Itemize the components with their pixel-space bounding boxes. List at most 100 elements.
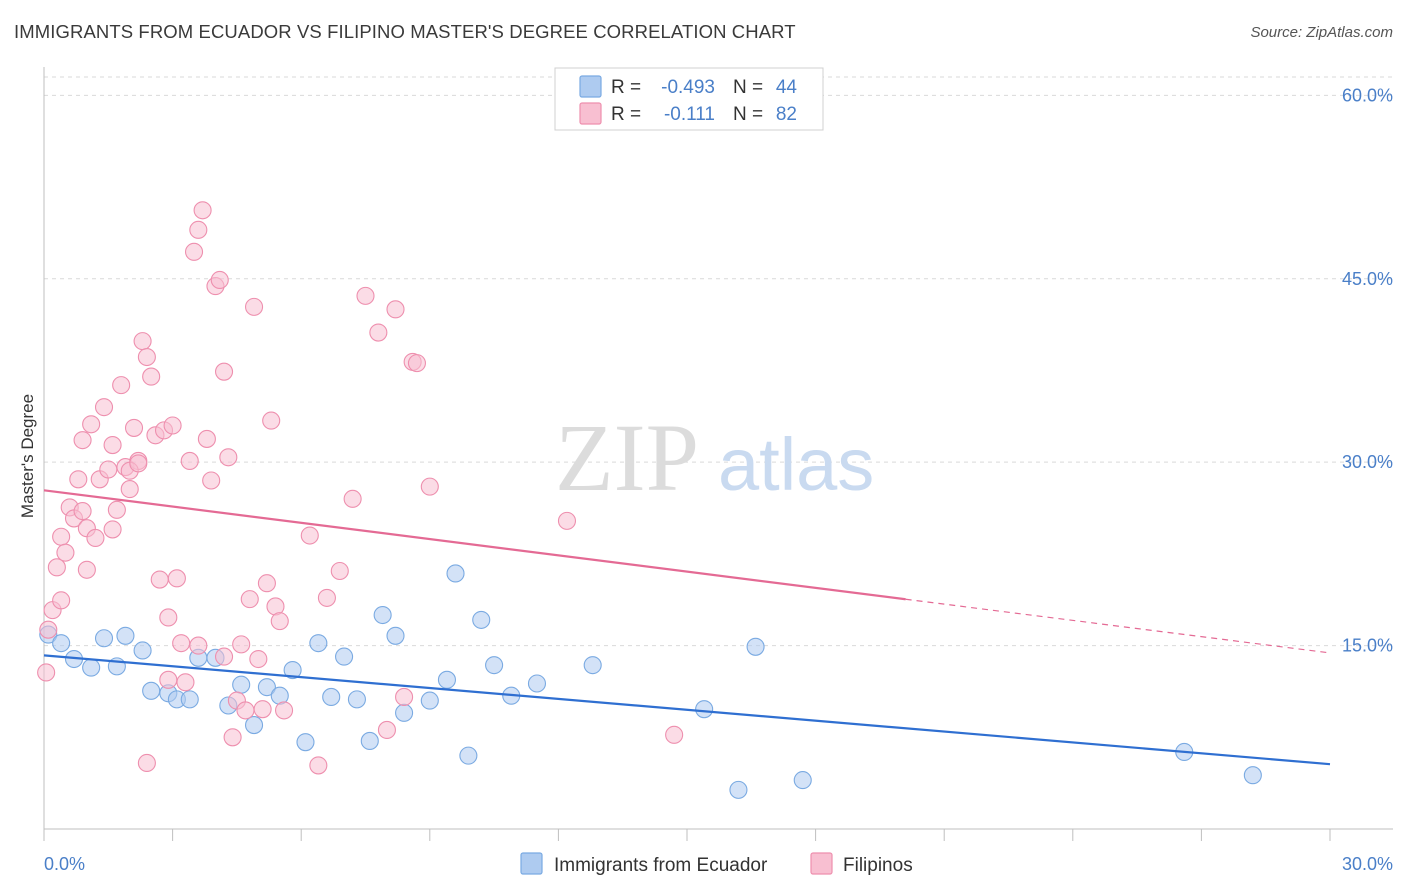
point-filipino <box>69 470 88 489</box>
point-filipino <box>210 270 229 290</box>
legend-swatch-ecuador <box>579 75 602 98</box>
point-filipino <box>159 608 178 627</box>
point-ecuador <box>244 716 264 735</box>
point-filipino <box>129 454 148 473</box>
tick-labels: 15.0% 30.0% 45.0% 60.0% 0.0% 30.0% <box>44 85 1393 874</box>
point-filipino <box>184 242 204 261</box>
point-filipino <box>557 511 577 530</box>
point-filipino <box>236 701 255 720</box>
point-filipino <box>369 323 388 342</box>
legend-bottom-label-filipino: Filipinos <box>843 855 913 876</box>
point-filipino <box>330 561 349 581</box>
point-filipino <box>120 480 139 499</box>
legend-bottom: Immigrants from Ecuador Filipinos <box>520 852 913 876</box>
watermark-zip: ZIP <box>555 404 699 511</box>
point-filipino <box>99 460 118 479</box>
point-ecuador <box>1243 766 1262 785</box>
point-filipino <box>407 354 426 373</box>
point-filipino <box>317 588 336 607</box>
point-filipino <box>142 367 161 386</box>
point-filipino <box>137 753 156 773</box>
point-filipino <box>103 436 122 455</box>
chart-source: Source: ZipAtlas.com <box>1250 24 1393 41</box>
point-filipino <box>275 701 294 720</box>
point-ecuador <box>485 656 504 675</box>
legend-r-value-filipino: -0.111 <box>664 104 715 125</box>
legend-n-label-filipino: N = <box>733 104 763 125</box>
point-filipino <box>214 362 234 381</box>
series-filipino-points <box>37 201 684 775</box>
legend-n-value-ecuador: 44 <box>776 77 798 98</box>
point-filipino <box>343 489 362 508</box>
point-filipino <box>197 429 216 448</box>
y-tick-label: 60.0% <box>1342 85 1393 105</box>
point-ecuador <box>142 681 161 700</box>
point-ecuador <box>347 690 366 709</box>
legend-r-label-filipino: R = <box>611 104 641 125</box>
point-filipino <box>356 286 375 305</box>
point-filipino <box>665 725 684 744</box>
point-filipino <box>232 635 251 654</box>
point-filipino <box>219 448 238 467</box>
point-ecuador <box>309 634 328 653</box>
trend-lines <box>43 489 1331 766</box>
point-filipino <box>73 502 92 521</box>
point-filipino <box>253 700 272 719</box>
point-ecuador <box>82 658 101 677</box>
point-filipino <box>377 720 396 740</box>
point-filipino <box>56 543 75 562</box>
point-filipino <box>77 560 96 579</box>
point-ecuador <box>232 675 251 694</box>
legend-bottom-swatch-ecuador <box>520 852 543 875</box>
point-filipino <box>167 569 186 588</box>
point-filipino <box>176 673 195 692</box>
point-filipino <box>172 634 191 653</box>
series-ecuador-points <box>39 564 1262 799</box>
point-filipino <box>39 620 58 639</box>
point-ecuador <box>322 687 341 706</box>
point-filipino <box>52 591 71 610</box>
point-ecuador <box>583 656 602 675</box>
point-ecuador <box>395 703 414 722</box>
point-ecuador <box>335 647 354 666</box>
point-ecuador <box>52 634 71 653</box>
point-filipino <box>240 590 259 609</box>
point-ecuador <box>257 678 276 697</box>
legend-n-value-filipino: 82 <box>776 104 797 125</box>
point-filipino <box>386 300 405 319</box>
point-filipino <box>189 220 208 239</box>
point-ecuador <box>446 564 465 583</box>
point-filipino <box>107 500 126 519</box>
point-filipino <box>180 451 199 470</box>
y-tick-label: 45.0% <box>1342 269 1393 289</box>
axes <box>43 67 1393 841</box>
point-filipino <box>112 376 131 395</box>
point-filipino <box>137 347 156 367</box>
point-filipino <box>124 418 144 437</box>
legend-r-label-ecuador: R = <box>611 77 641 98</box>
point-filipino <box>94 398 114 417</box>
point-filipino <box>150 570 169 589</box>
point-ecuador <box>746 637 765 656</box>
point-ecuador <box>472 610 491 629</box>
watermark-atlas: atlas <box>718 423 874 506</box>
trend-line-filipino-extension <box>905 598 1331 654</box>
point-filipino <box>249 649 268 669</box>
point-filipino <box>159 670 178 689</box>
point-filipino <box>193 201 212 220</box>
point-ecuador <box>180 690 199 709</box>
point-filipino <box>82 415 101 434</box>
y-tick-label: 30.0% <box>1342 452 1393 472</box>
point-filipino <box>223 728 242 747</box>
point-filipino <box>189 636 208 655</box>
point-filipino <box>244 297 264 316</box>
point-ecuador <box>793 771 812 790</box>
point-filipino <box>202 471 221 490</box>
point-filipino <box>262 411 281 430</box>
point-filipino <box>395 687 414 706</box>
point-ecuador <box>133 641 152 660</box>
point-ecuador <box>94 629 114 648</box>
point-filipino <box>214 647 234 666</box>
legend-swatch-filipino <box>579 102 602 125</box>
